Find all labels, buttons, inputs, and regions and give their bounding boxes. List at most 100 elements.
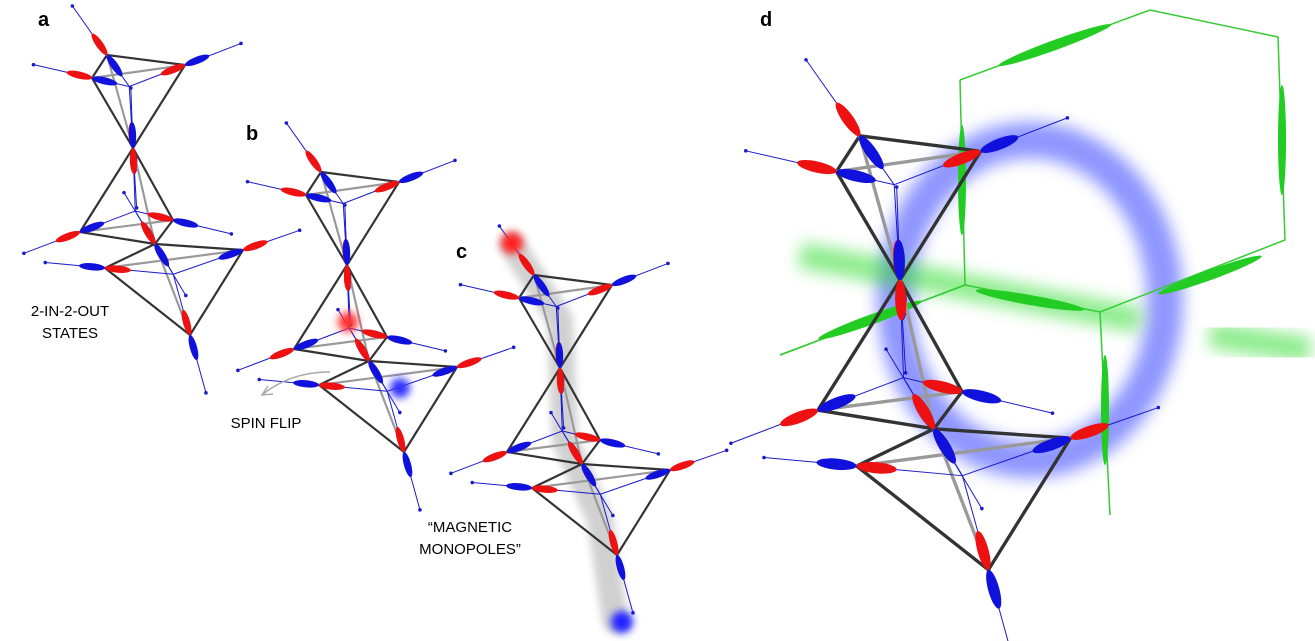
site bbox=[549, 411, 553, 415]
figure: a b c d 2-IN-2-OUT STATES SPIN FLIP “MAG… bbox=[0, 0, 1315, 641]
spin bbox=[456, 355, 483, 370]
spin bbox=[187, 334, 201, 361]
site bbox=[444, 349, 448, 353]
site bbox=[257, 378, 261, 382]
site bbox=[32, 63, 36, 67]
bond bbox=[369, 361, 457, 367]
site bbox=[556, 306, 560, 310]
site bbox=[239, 42, 243, 46]
spin bbox=[796, 157, 838, 177]
bond bbox=[80, 148, 133, 232]
site bbox=[285, 121, 289, 125]
site bbox=[336, 308, 340, 312]
caption: STATES bbox=[42, 325, 98, 342]
spin bbox=[280, 186, 307, 199]
site bbox=[1066, 116, 1070, 120]
site bbox=[884, 347, 888, 351]
bond bbox=[133, 65, 185, 148]
bond bbox=[294, 265, 347, 349]
site bbox=[729, 441, 733, 445]
spin bbox=[506, 482, 533, 492]
site bbox=[904, 371, 908, 375]
flipped-charge bbox=[338, 312, 358, 332]
site bbox=[762, 456, 766, 460]
panel-label: d bbox=[760, 9, 772, 31]
spin bbox=[398, 169, 425, 185]
spin bbox=[778, 405, 820, 430]
caption: 2-IN-2-OUT bbox=[31, 303, 109, 320]
monopole bbox=[501, 232, 523, 254]
panel-label: a bbox=[38, 9, 50, 31]
site bbox=[980, 507, 984, 511]
site bbox=[22, 252, 26, 256]
site bbox=[43, 261, 47, 265]
spin bbox=[983, 568, 1004, 610]
site bbox=[343, 203, 347, 207]
spin bbox=[172, 216, 199, 229]
bond bbox=[306, 172, 321, 195]
spin bbox=[54, 229, 81, 245]
site bbox=[459, 283, 463, 287]
spin bbox=[184, 52, 211, 68]
site bbox=[744, 149, 748, 153]
site bbox=[1157, 406, 1161, 410]
spin bbox=[832, 100, 864, 139]
site bbox=[246, 180, 250, 184]
panel-label: b bbox=[246, 123, 258, 145]
site bbox=[611, 514, 615, 518]
caption: “MAGNETIC bbox=[428, 519, 512, 536]
spin bbox=[669, 458, 696, 473]
bond bbox=[582, 464, 670, 470]
site bbox=[498, 224, 502, 228]
site bbox=[184, 294, 188, 298]
site bbox=[71, 4, 75, 8]
bond bbox=[306, 195, 347, 265]
bond bbox=[617, 470, 670, 555]
site bbox=[236, 369, 240, 373]
spin bbox=[293, 379, 320, 389]
glows bbox=[512, 10, 1310, 620]
site bbox=[122, 191, 126, 195]
bond bbox=[321, 172, 399, 182]
spin bbox=[961, 386, 1003, 406]
monopole bbox=[611, 611, 633, 633]
spin bbox=[79, 262, 106, 272]
green-spin bbox=[1101, 355, 1109, 465]
string-glow bbox=[1210, 335, 1310, 350]
site bbox=[631, 611, 635, 615]
spin bbox=[611, 272, 638, 288]
bond bbox=[347, 182, 399, 265]
bond bbox=[190, 250, 243, 335]
bond bbox=[404, 367, 457, 452]
bond bbox=[369, 337, 387, 361]
site bbox=[512, 345, 516, 349]
bond bbox=[92, 55, 107, 78]
site bbox=[725, 448, 729, 452]
bond bbox=[92, 78, 133, 148]
site bbox=[230, 232, 234, 236]
bond bbox=[836, 136, 859, 172]
spin bbox=[599, 436, 626, 449]
site bbox=[1051, 411, 1055, 415]
spin bbox=[401, 451, 415, 478]
caption: SPIN FLIP bbox=[231, 415, 302, 432]
caption: MONOPOLES” bbox=[419, 541, 521, 558]
spin bbox=[303, 149, 324, 174]
green-spin bbox=[1278, 85, 1286, 195]
bond bbox=[155, 244, 243, 250]
spin bbox=[481, 449, 508, 465]
spin bbox=[493, 289, 520, 302]
site bbox=[470, 481, 474, 485]
spin bbox=[268, 346, 295, 362]
site bbox=[298, 228, 302, 232]
site bbox=[804, 58, 808, 62]
green-spin bbox=[997, 20, 1113, 70]
spin bbox=[66, 69, 93, 82]
site bbox=[398, 411, 402, 415]
bond bbox=[294, 349, 369, 361]
spin bbox=[89, 32, 110, 57]
site bbox=[129, 86, 133, 90]
bond bbox=[155, 220, 173, 244]
spin bbox=[386, 333, 413, 346]
site bbox=[895, 185, 899, 189]
